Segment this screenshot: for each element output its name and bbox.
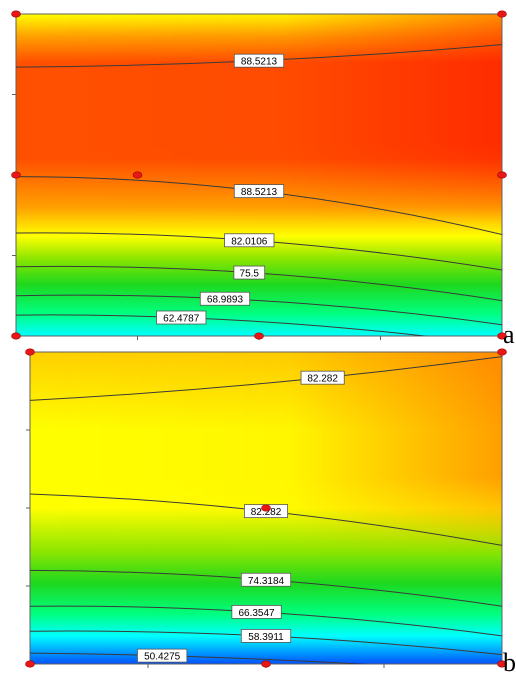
contour-label: 58.3911 [248,632,284,643]
contour-plot-a: 88.5213 88.5213 82.0106 75.5 68.9893 62.4787 [11,10,507,340]
contour-label: 66.3547 [238,608,275,619]
contour-fill-overlay [16,14,502,336]
contour-label: 68.9893 [207,295,244,306]
contour-label-box [300,370,345,385]
contour-line [16,294,502,326]
design-point [11,332,21,340]
contour-label-box [137,648,188,663]
contour-label: 50.4275 [144,652,181,663]
design-point [261,504,271,512]
contour-label: 74.3184 [248,576,285,587]
design-point [261,660,271,668]
contour-label-box [233,265,266,280]
contour-label: 82.282 [251,507,282,518]
design-point [254,332,264,340]
design-point [25,348,35,356]
contour-label: 62.4787 [163,314,200,325]
design-point [497,10,507,18]
contour-line [30,356,502,401]
contour-label: 82.0106 [231,236,268,247]
contour-label: 88.5213 [241,187,278,198]
contour-label-box [224,233,275,248]
contour-plot-b: 82.282 82.282 74.3184 66.3547 58.3911 50.4275 [25,348,507,668]
panel-label-a: a [503,320,515,349]
contour-label-box [156,310,207,325]
design-point [132,171,143,179]
contour-line [16,314,429,336]
design-point [497,332,507,340]
design-point [11,10,21,18]
contour-label-box [233,53,285,68]
contour-label-box [240,629,292,643]
contour-label-box [233,184,285,199]
panel-label-b: b [503,648,516,677]
contour-label-box [199,291,251,306]
contour-label: 88.5213 [241,57,278,68]
design-point [25,660,35,668]
contour-label: 82.282 [307,374,338,385]
contour-line [30,652,370,664]
design-point [497,660,507,668]
contour-label-box [231,605,282,619]
design-point [11,171,21,179]
contour-label: 75.5 [240,269,260,280]
contour-label-box [240,572,292,587]
design-point [497,348,507,356]
design-point [497,171,507,179]
